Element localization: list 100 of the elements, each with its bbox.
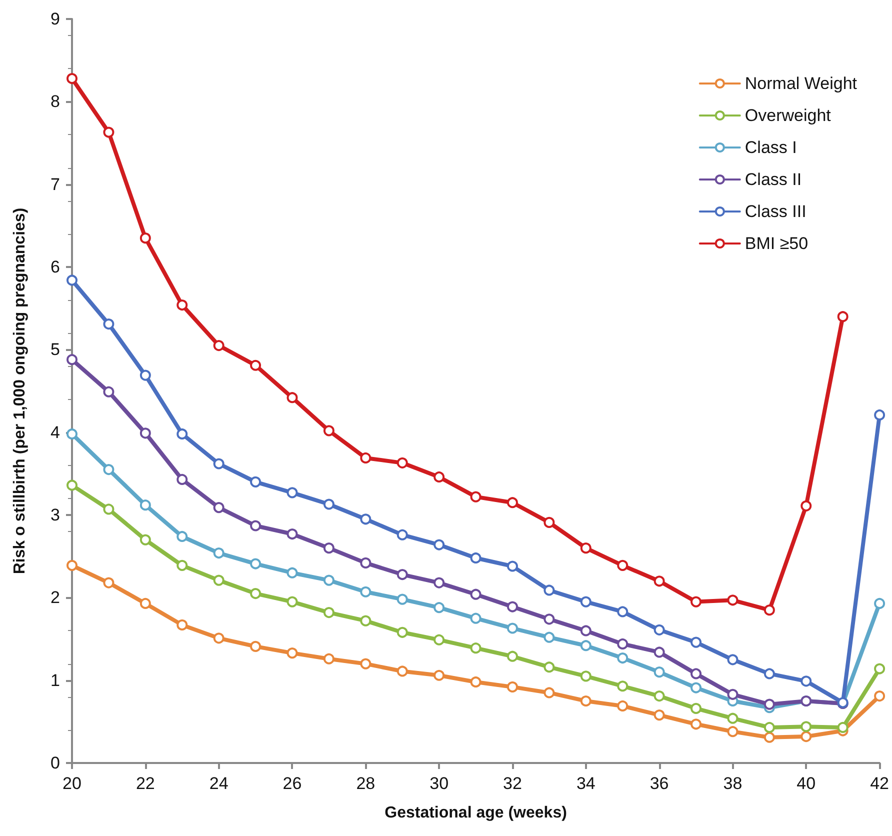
y-tick-label: 5 [50,340,60,360]
point [176,474,188,485]
point [654,576,665,587]
point [874,690,886,702]
point [396,594,408,605]
point [140,428,151,439]
point [250,520,262,532]
point [323,574,334,586]
point [506,601,518,612]
point [617,606,628,618]
point [837,722,848,733]
point [140,598,151,609]
y-tick-label: 4 [50,422,60,442]
y-tick-label: 1 [50,670,60,690]
point [323,498,334,510]
point [544,632,555,643]
point [764,604,775,616]
point [580,640,592,652]
y-tick-label: 9 [50,10,60,28]
x-tick-label: 36 [650,774,669,793]
point [360,514,372,525]
point [396,666,408,677]
point [323,653,334,664]
legend-label: Normal Weight [744,74,858,93]
point [470,552,482,564]
point [176,560,188,571]
point [617,700,628,712]
point [470,642,482,654]
point [396,569,408,580]
point [764,668,775,680]
x-tick-label: 38 [723,774,742,793]
point [176,530,188,542]
x-tick-label: 40 [796,774,816,793]
point [727,594,738,606]
point [286,528,298,540]
point [286,596,298,608]
point [654,690,665,702]
point [396,529,408,540]
point [506,497,518,508]
point [140,534,151,546]
point [250,360,262,371]
point [654,710,665,721]
point [727,654,738,666]
point [544,662,555,673]
legend-label: Class II [744,170,802,189]
x-tick-label: 32 [503,774,522,793]
legend-label: Class III [744,202,806,221]
point [360,586,372,598]
point [103,577,114,588]
y-tick-label: 0 [50,754,60,772]
point [654,624,665,636]
point [103,126,114,138]
point [286,487,298,498]
x-tick-label: 26 [282,774,302,793]
point [434,634,445,646]
point [396,626,408,638]
point [580,670,592,682]
point [434,602,445,614]
point [470,612,482,624]
point [690,668,702,680]
point [800,500,812,512]
x-tick-label: 30 [430,774,449,793]
point [800,721,812,732]
point [66,274,78,286]
point [506,681,518,692]
point [250,588,262,600]
point [103,464,114,476]
point [323,542,334,554]
point [360,658,372,670]
point [213,340,224,352]
point [66,480,78,491]
point [434,539,445,550]
point [470,491,482,502]
point [506,650,518,662]
point [690,682,702,694]
point [580,625,592,636]
point [470,588,482,600]
point [764,732,775,743]
point [544,687,555,698]
point [837,311,848,322]
y-tick-label: 6 [50,258,60,276]
point [323,425,334,436]
point [727,688,738,700]
point [506,560,518,572]
point [434,577,445,588]
point [213,632,224,644]
point [874,598,886,609]
point [727,726,738,738]
point [580,696,592,706]
legend-label: Overweight [744,106,832,125]
y-tick-label: 3 [50,506,60,524]
y-tick-label: 2 [50,588,60,608]
y-tick-label: 7 [50,174,60,194]
point [360,615,372,626]
y-axis-title: Risk o stillbirth (per 1,000 ongoing pregnancies) [12,208,28,574]
point [764,698,775,710]
point [103,386,114,398]
point [654,666,665,678]
point [617,638,628,650]
point [286,567,298,578]
